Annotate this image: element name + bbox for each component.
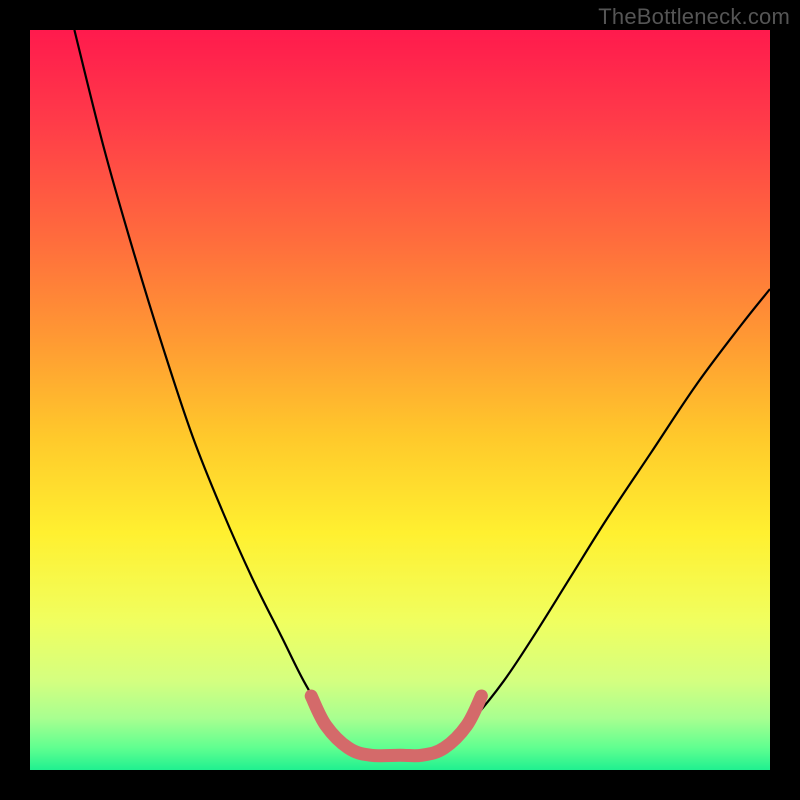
valley-overlay xyxy=(311,696,481,756)
watermark-text: TheBottleneck.com xyxy=(598,4,790,30)
curve-layer xyxy=(30,30,770,770)
curve-left xyxy=(74,30,355,752)
plot-area xyxy=(30,30,770,770)
curve-right xyxy=(437,289,770,752)
